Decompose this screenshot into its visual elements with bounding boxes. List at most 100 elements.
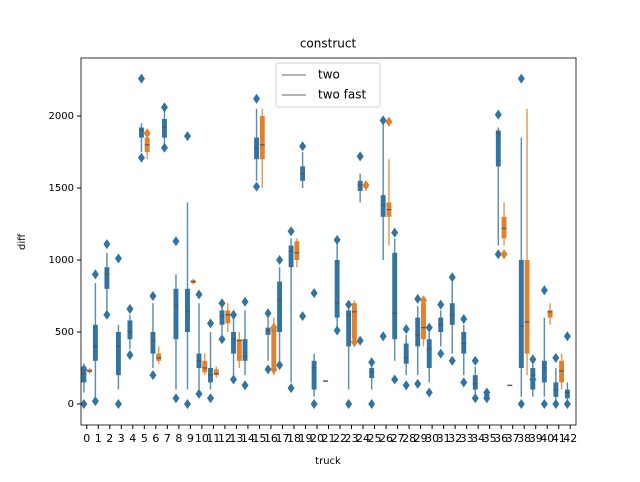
outlier — [500, 249, 508, 260]
inner-box — [547, 310, 553, 318]
outlier — [437, 348, 445, 359]
inner-box — [426, 339, 432, 368]
x-tick-label: 12 — [218, 432, 232, 445]
outlier — [540, 398, 548, 409]
outlier — [310, 398, 318, 409]
outlier — [402, 324, 410, 335]
inner-box — [564, 389, 570, 399]
outlier — [114, 398, 122, 409]
x-tick-label: 6 — [152, 432, 159, 445]
outlier — [160, 142, 168, 153]
outlier — [494, 109, 502, 120]
outlier — [437, 299, 445, 310]
outlier — [126, 303, 134, 314]
inner-box — [495, 130, 501, 167]
plot-frame — [80, 57, 577, 426]
outlier — [333, 325, 341, 336]
outlier — [368, 357, 376, 368]
inner-box — [92, 324, 98, 361]
inner-box — [369, 367, 375, 379]
inner-box — [421, 303, 426, 340]
inner-box — [271, 326, 277, 368]
outlier — [270, 322, 278, 333]
inner-box — [150, 331, 156, 354]
x-tick-label: 5 — [141, 432, 148, 445]
y-tick-label: 500 — [55, 327, 74, 338]
inner-box — [259, 116, 265, 160]
x-tick-label: 16 — [264, 432, 278, 445]
inner-box — [415, 317, 421, 347]
outer-box — [526, 108, 528, 376]
inner-box — [202, 360, 208, 373]
outlier — [172, 236, 180, 247]
outlier — [80, 398, 88, 409]
inner-box — [185, 288, 190, 332]
outlier — [276, 360, 284, 371]
inner-box — [346, 310, 352, 347]
outlier — [149, 370, 157, 381]
x-tick-label: 23 — [345, 432, 359, 445]
x-tick-label: 8 — [175, 432, 182, 445]
x-tick-label: 7 — [164, 432, 171, 445]
outlier — [563, 398, 571, 409]
outlier — [345, 398, 353, 409]
outlier — [137, 152, 145, 163]
outer-box — [543, 317, 546, 397]
outlier — [356, 151, 364, 162]
outlier — [80, 364, 88, 375]
inner-box — [156, 353, 162, 361]
outlier — [253, 181, 261, 192]
outlier — [149, 290, 157, 301]
outlier — [218, 334, 226, 345]
x-tick-label: 13 — [229, 432, 243, 445]
x-tick-label: 28 — [402, 432, 416, 445]
outlier — [310, 288, 318, 299]
outlier — [425, 387, 433, 398]
outlier — [419, 295, 427, 306]
inner-box — [351, 303, 357, 340]
x-tick-label: 39 — [529, 432, 543, 445]
inner-box — [265, 327, 271, 335]
outlier — [425, 322, 433, 333]
outlier — [160, 102, 168, 113]
outlier — [253, 93, 261, 104]
outlier — [91, 396, 99, 407]
outlier — [126, 350, 134, 361]
inner-box — [357, 180, 363, 191]
x-tick-label: 1 — [95, 432, 102, 445]
outlier — [103, 309, 111, 320]
inner-box — [254, 137, 259, 160]
x-tick-label: 34 — [471, 432, 485, 445]
inner-box — [472, 375, 478, 390]
x-tick-label: 9 — [187, 432, 194, 445]
x-tick-label: 11 — [206, 432, 220, 445]
outlier — [483, 393, 491, 404]
outlier — [414, 293, 422, 304]
inner-box — [449, 303, 455, 325]
inner-box — [501, 216, 507, 239]
outlier — [91, 269, 99, 280]
x-tick-label: 37 — [506, 432, 520, 445]
outlier — [385, 116, 393, 127]
outlier — [356, 335, 364, 346]
x-tick-label: 35 — [483, 432, 497, 445]
outlier — [448, 355, 456, 366]
inner-box — [173, 288, 179, 340]
outlier — [471, 393, 479, 404]
x-tick-label: 36 — [494, 432, 508, 445]
inner-box — [225, 310, 231, 324]
outlier — [471, 355, 479, 366]
inner-box — [461, 331, 467, 354]
outlier — [379, 331, 387, 342]
x-tick-label: 31 — [437, 432, 451, 445]
outlier — [563, 331, 571, 342]
outlier — [460, 314, 468, 325]
outlier — [143, 128, 151, 139]
outlier — [494, 249, 502, 260]
outlier — [379, 115, 387, 126]
outlier — [460, 377, 468, 388]
outer-box — [267, 317, 269, 361]
outlier — [333, 234, 341, 245]
inner-box — [524, 260, 530, 354]
